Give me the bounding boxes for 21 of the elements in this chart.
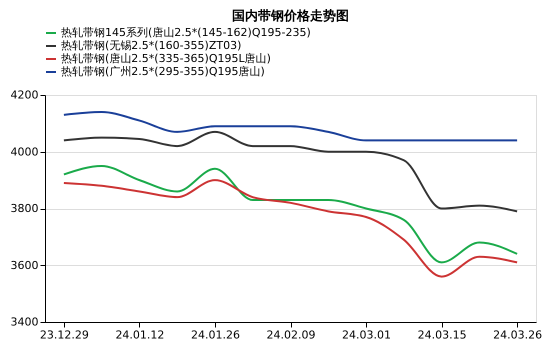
chart-title: 国内带钢价格走势图 (232, 8, 349, 24)
line-series (62, 111, 518, 142)
x-tick-label: 24.01.12 (115, 328, 164, 342)
x-tick-label: 24.02.09 (266, 328, 316, 342)
legend-label: 热轧带钢145系列(唐山2.5*(145-162)Q195-235) (61, 26, 311, 39)
y-tick-label: 3800 (10, 202, 38, 215)
legend-label: 热轧带钢(无锡2.5*(160-355)ZT03) (61, 39, 242, 52)
line-series (62, 164, 518, 264)
line-series (62, 179, 518, 278)
line-series (62, 130, 518, 212)
y-tick-label: 3600 (10, 258, 38, 272)
y-tick-label: 4200 (10, 88, 38, 102)
x-tick-label: 24.03.26 (493, 328, 542, 342)
x-tick-label: 24.03.01 (342, 328, 392, 342)
x-tick-label: 24.03.15 (418, 328, 467, 342)
y-tick-label: 4000 (10, 145, 38, 158)
x-tick-label: 24.01.26 (190, 328, 240, 342)
legend-label: 热轧带钢(广州2.5*(295-355)Q195唐山) (61, 65, 265, 78)
x-tick-label: 23.12.29 (40, 328, 89, 342)
y-tick-label: 3400 (10, 316, 38, 328)
legend-label: 热轧带钢(唐山2.5*(335-365)Q195L唐山) (61, 52, 271, 65)
